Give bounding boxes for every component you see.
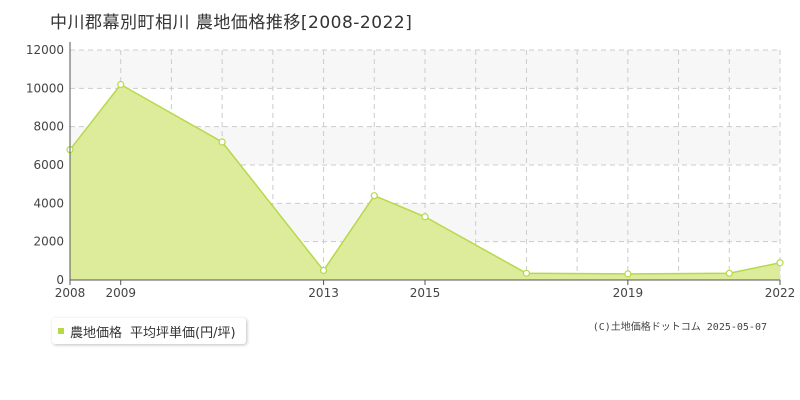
data-point [370, 192, 378, 200]
x-tick-label: 2009 [105, 286, 136, 300]
y-tick-label: 10000 [26, 81, 64, 95]
x-tick-label: 2008 [55, 286, 86, 300]
data-point [725, 269, 733, 277]
y-tick-label: 12000 [26, 43, 64, 57]
chart-title: 中川郡幕別町相川 農地価格推移[2008-2022] [50, 13, 413, 33]
data-point [624, 270, 632, 278]
x-tick-label: 2022 [765, 286, 796, 300]
y-tick-label: 8000 [33, 120, 64, 134]
legend-swatch-icon [58, 328, 64, 334]
y-tick-label: 6000 [33, 158, 64, 172]
legend-unit-label: 平均坪単価(円/坪) [130, 325, 236, 341]
x-tick-label: 2019 [613, 286, 644, 300]
legend-series-label: 農地価格 [70, 325, 123, 341]
y-tick-label: 2000 [33, 235, 64, 249]
y-tick-label: 0 [56, 273, 64, 287]
legend: 農地価格 平均坪単価(円/坪) [52, 318, 246, 344]
y-tick-label: 4000 [33, 196, 64, 210]
credit-text: (C)土地価格ドットコム 2025-05-07 [592, 322, 767, 333]
chart-area: 0 2000 4000 6000 8000 10000 12000 2008 2009 2013 2… [26, 42, 796, 300]
data-point [421, 213, 429, 221]
series-line [69, 83, 781, 275]
data-point [117, 80, 125, 89]
data-point [776, 259, 784, 267]
data-point [522, 269, 531, 277]
x-tick-label: 2015 [410, 286, 441, 300]
data-point [319, 266, 328, 275]
series-area [70, 84, 780, 280]
x-tick-label: 2013 [308, 286, 339, 300]
data-point [218, 138, 226, 146]
